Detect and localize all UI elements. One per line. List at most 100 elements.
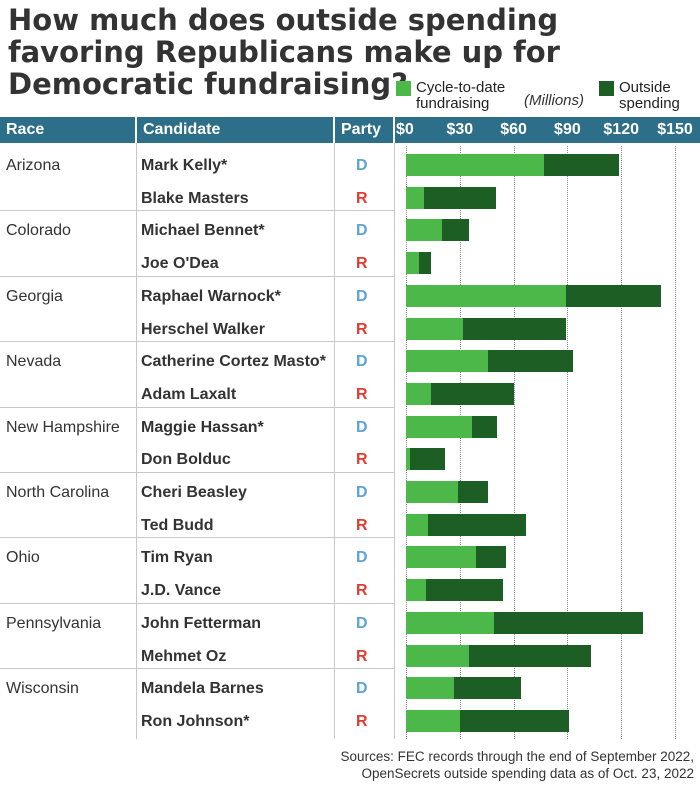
bar-fundraising — [406, 481, 458, 503]
race-label: Wisconsin — [6, 680, 79, 698]
bar-outside-spending — [493, 611, 643, 634]
race-divider — [0, 602, 394, 604]
sources-line-1: Sources: FEC records through the end of … — [340, 749, 694, 764]
party-label: D — [356, 549, 368, 567]
race-divider — [0, 341, 394, 343]
race-label: North Carolina — [6, 484, 110, 501]
sources-note: Sources: FEC records through the end of … — [341, 748, 694, 782]
party-label: R — [356, 255, 368, 273]
header-candidate: Candidate — [137, 117, 333, 143]
bar-fundraising — [406, 546, 476, 569]
bar-fundraising — [406, 644, 469, 667]
table-header: Race Candidate Party $0 $30 $60 $90 $120 $150 — [0, 117, 700, 143]
candidate-label: Tim Ryan — [141, 549, 213, 567]
bar-fundraising — [406, 154, 545, 176]
sources-line-2: OpenSecrets outside spending data as of … — [361, 766, 694, 781]
bar-outside-spending — [427, 513, 527, 536]
bar-fundraising — [406, 415, 473, 438]
x-tick-label: $120 — [603, 121, 639, 138]
x-tick-label: $0 — [396, 121, 414, 138]
legend-units: (Millions) — [524, 92, 584, 109]
race-label: Arizona — [6, 157, 61, 174]
bar-fundraising — [406, 579, 426, 602]
candidate-label: Herschel Walker — [141, 320, 265, 338]
race-divider — [0, 210, 394, 212]
candidate-label: Blake Masters — [141, 189, 249, 207]
legend-swatch-outside — [599, 81, 614, 96]
party-label: D — [356, 680, 368, 698]
bar-outside-spending — [488, 350, 573, 373]
party-label: D — [356, 418, 368, 436]
bar-fundraising — [406, 513, 428, 536]
race-divider — [0, 275, 394, 277]
race-divider — [0, 406, 394, 408]
party-label: R — [356, 516, 368, 534]
legend-label-fundraising: Cycle-to-date fundraising — [416, 79, 506, 112]
candidate-label: John Fetterman — [141, 614, 262, 632]
legend: Cycle-to-date fundraising (Millions) Out… — [396, 78, 696, 118]
bar-outside-spending — [463, 317, 566, 340]
race-label: Georgia — [6, 287, 63, 305]
bar-fundraising — [406, 284, 566, 307]
bar-outside-spending — [454, 677, 521, 700]
bar-outside-spending — [468, 644, 591, 667]
party-label: D — [356, 222, 368, 240]
party-label: R — [356, 320, 368, 338]
race-divider — [0, 668, 394, 670]
bar-fundraising — [406, 709, 460, 732]
bar-fundraising — [406, 382, 432, 405]
party-label: R — [356, 451, 368, 469]
candidate-label: Ted Budd — [141, 516, 214, 534]
party-label: R — [356, 582, 368, 600]
legend-swatch-fundraising — [396, 81, 411, 96]
candidate-label: Don Bolduc — [141, 451, 231, 469]
legend-label-outside: Outside spending — [619, 79, 680, 112]
bar-fundraising — [406, 252, 419, 275]
x-tick-label: $30 — [446, 121, 474, 138]
race-label: New Hampshire — [6, 418, 120, 436]
bar-outside-spending — [458, 481, 489, 503]
candidate-label: Mark Kelly* — [141, 157, 228, 174]
candidate-label: Maggie Hassan* — [141, 418, 264, 436]
bar-outside-spending — [472, 415, 498, 438]
header-axis: $0 $30 $60 $90 $120 $150 — [395, 117, 700, 143]
candidate-label: Mandela Barnes — [141, 680, 264, 698]
party-label: D — [356, 287, 368, 305]
chart-title: How much does outside spending favoring … — [8, 3, 560, 101]
bar-outside-spending — [423, 186, 496, 209]
candidate-label: Catherine Cortez Masto* — [141, 353, 326, 371]
party-label: R — [356, 189, 368, 207]
x-gridline — [675, 146, 676, 739]
race-label: Colorado — [6, 222, 71, 240]
candidate-label: Cheri Beasley — [141, 484, 247, 501]
x-gridline — [567, 146, 569, 739]
x-tick-label: $90 — [554, 121, 581, 138]
x-gridline — [406, 146, 407, 739]
candidate-label: Mehmet Oz — [141, 647, 227, 665]
x-tick-label: $150 — [657, 121, 693, 138]
bar-fundraising — [406, 219, 442, 242]
bar-outside-spending — [544, 154, 620, 176]
candidate-label: J.D. Vance — [141, 582, 222, 600]
header-party: Party — [335, 117, 393, 143]
race-divider — [0, 472, 394, 473]
column-divider — [394, 143, 395, 739]
party-label: R — [356, 712, 368, 730]
bar-fundraising — [406, 611, 494, 634]
x-gridline — [513, 146, 515, 739]
candidate-label: Adam Laxalt — [141, 385, 237, 403]
bar-fundraising — [406, 677, 455, 700]
party-label: R — [356, 385, 368, 403]
race-label: Pennsylvania — [6, 614, 102, 632]
bar-outside-spending — [409, 448, 446, 471]
race-divider — [0, 537, 394, 539]
bar-outside-spending — [441, 219, 469, 242]
x-gridline — [459, 146, 461, 739]
x-gridline — [621, 146, 623, 739]
column-divider — [136, 143, 137, 739]
bar-outside-spending — [425, 579, 503, 602]
bar-fundraising — [406, 186, 424, 209]
race-label: Nevada — [6, 353, 62, 371]
x-tick-label: $60 — [500, 121, 527, 138]
candidate-label: Ron Johnson* — [141, 712, 250, 730]
